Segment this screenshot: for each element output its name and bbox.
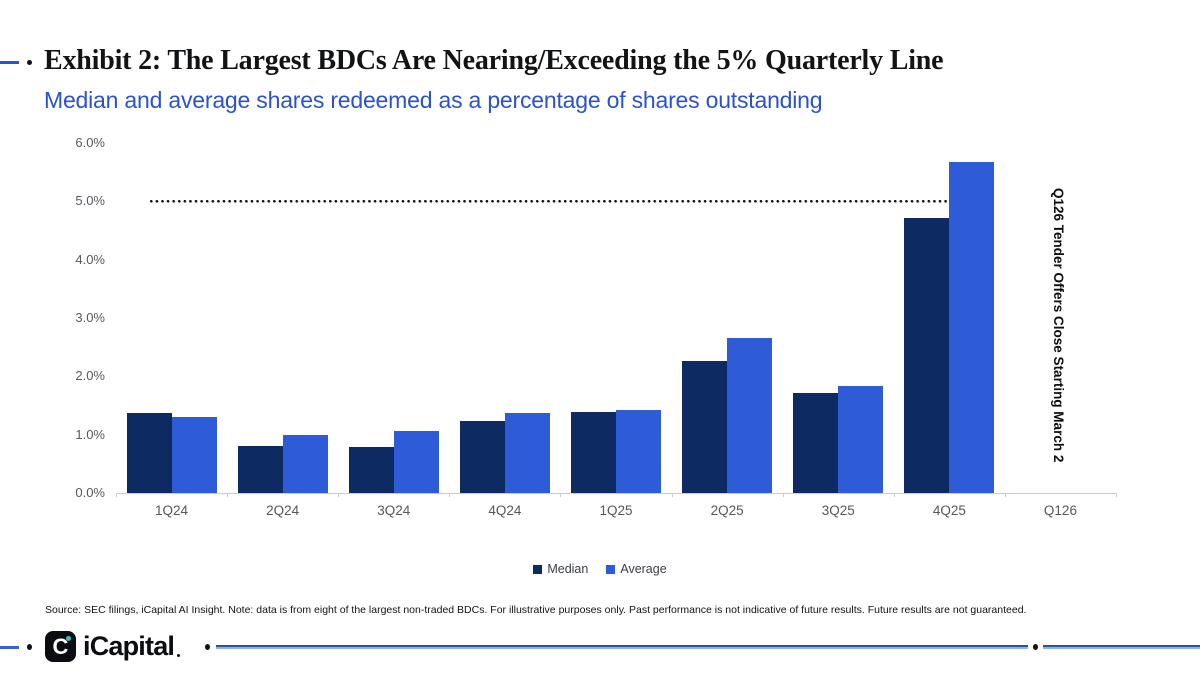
legend-swatch-icon	[533, 564, 543, 574]
average-bar-3Q24	[393, 431, 439, 493]
x-axis-tick	[449, 493, 451, 497]
x-axis-label: 2Q25	[710, 503, 744, 518]
x-axis-tick	[227, 493, 229, 497]
x-axis-tick	[560, 493, 562, 497]
y-axis-label: 4.0%	[75, 251, 105, 267]
chart-legend: Median Average	[0, 562, 1200, 576]
x-axis-label: 1Q25	[599, 503, 633, 518]
median-bar-4Q24	[459, 420, 505, 493]
average-bar-1Q24	[171, 416, 217, 493]
average-bar-3Q25	[838, 385, 884, 493]
median-bar-4Q25	[904, 218, 950, 493]
legend-item-average: Average	[606, 562, 667, 576]
icapital-logo: C iCapital	[45, 631, 181, 662]
page-title: Exhibit 2: The Largest BDCs Are Nearing/…	[44, 45, 944, 76]
x-axis-label: 3Q24	[377, 503, 411, 518]
legend-label: Median	[547, 562, 589, 576]
footer-dot-icon	[1033, 644, 1038, 650]
x-axis-label: 4Q25	[932, 503, 966, 518]
average-bar-2Q24	[282, 434, 328, 493]
page-subtitle: Median and average shares redeemed as a …	[44, 87, 823, 113]
footer-dot-icon	[27, 644, 32, 650]
source-footnote: Source: SEC filings, iCapital AI Insight…	[45, 604, 1027, 616]
median-bar-1Q25	[571, 411, 616, 493]
x-axis-tick	[116, 493, 117, 497]
reference-line-5pct	[150, 200, 950, 204]
x-axis-tick	[782, 493, 784, 497]
x-axis-label: 2Q24	[266, 503, 300, 518]
x-axis-tick	[1004, 493, 1006, 497]
icapital-logo-icon: C	[45, 631, 76, 662]
title-dash-icon	[0, 61, 19, 64]
average-bar-2Q25	[727, 338, 773, 493]
y-axis-label: 2.0%	[75, 368, 105, 384]
median-bar-3Q24	[348, 446, 394, 493]
x-axis-label: Q126	[1043, 503, 1077, 518]
footer-left-dash	[0, 646, 19, 649]
x-axis-tick	[338, 493, 340, 497]
median-bar-1Q24	[126, 413, 172, 493]
logo-c-glyph: C	[52, 633, 69, 659]
legend-swatch-icon	[606, 564, 616, 574]
average-bar-4Q25	[949, 161, 995, 493]
y-axis-label: 6.0%	[75, 135, 105, 150]
footer-divider-line	[216, 645, 1028, 649]
average-bar-4Q24	[504, 412, 550, 493]
legend-label: Average	[620, 562, 667, 576]
average-bar-1Q25	[616, 409, 661, 493]
x-axis-label: 1Q24	[155, 503, 189, 518]
x-axis-tick	[1116, 493, 1117, 497]
x-axis-label: 3Q25	[821, 503, 855, 518]
logo-teal-dot-icon	[66, 636, 71, 641]
median-bar-3Q25	[793, 393, 839, 493]
median-bar-2Q24	[237, 445, 283, 493]
chart-annotation: Q126 Tender Offers Close Starting March …	[1051, 188, 1066, 463]
y-axis-label: 1.0%	[75, 426, 105, 442]
y-axis-label: 5.0%	[75, 193, 105, 209]
x-axis-label: 4Q24	[488, 503, 522, 518]
median-bar-2Q25	[682, 360, 728, 493]
icapital-wordmark: iCapital	[83, 631, 175, 661]
title-bullet-dot-icon	[27, 60, 32, 65]
x-axis-tick	[893, 493, 895, 497]
footer-divider-line	[1043, 645, 1200, 649]
wordmark-period-icon	[177, 654, 181, 657]
y-axis-label: 3.0%	[75, 310, 105, 325]
x-axis-line	[116, 493, 1116, 494]
footer-dot-icon	[205, 644, 210, 650]
y-axis-label: 0.0%	[75, 485, 105, 500]
legend-item-median: Median	[533, 562, 588, 576]
x-axis-tick	[671, 493, 673, 497]
